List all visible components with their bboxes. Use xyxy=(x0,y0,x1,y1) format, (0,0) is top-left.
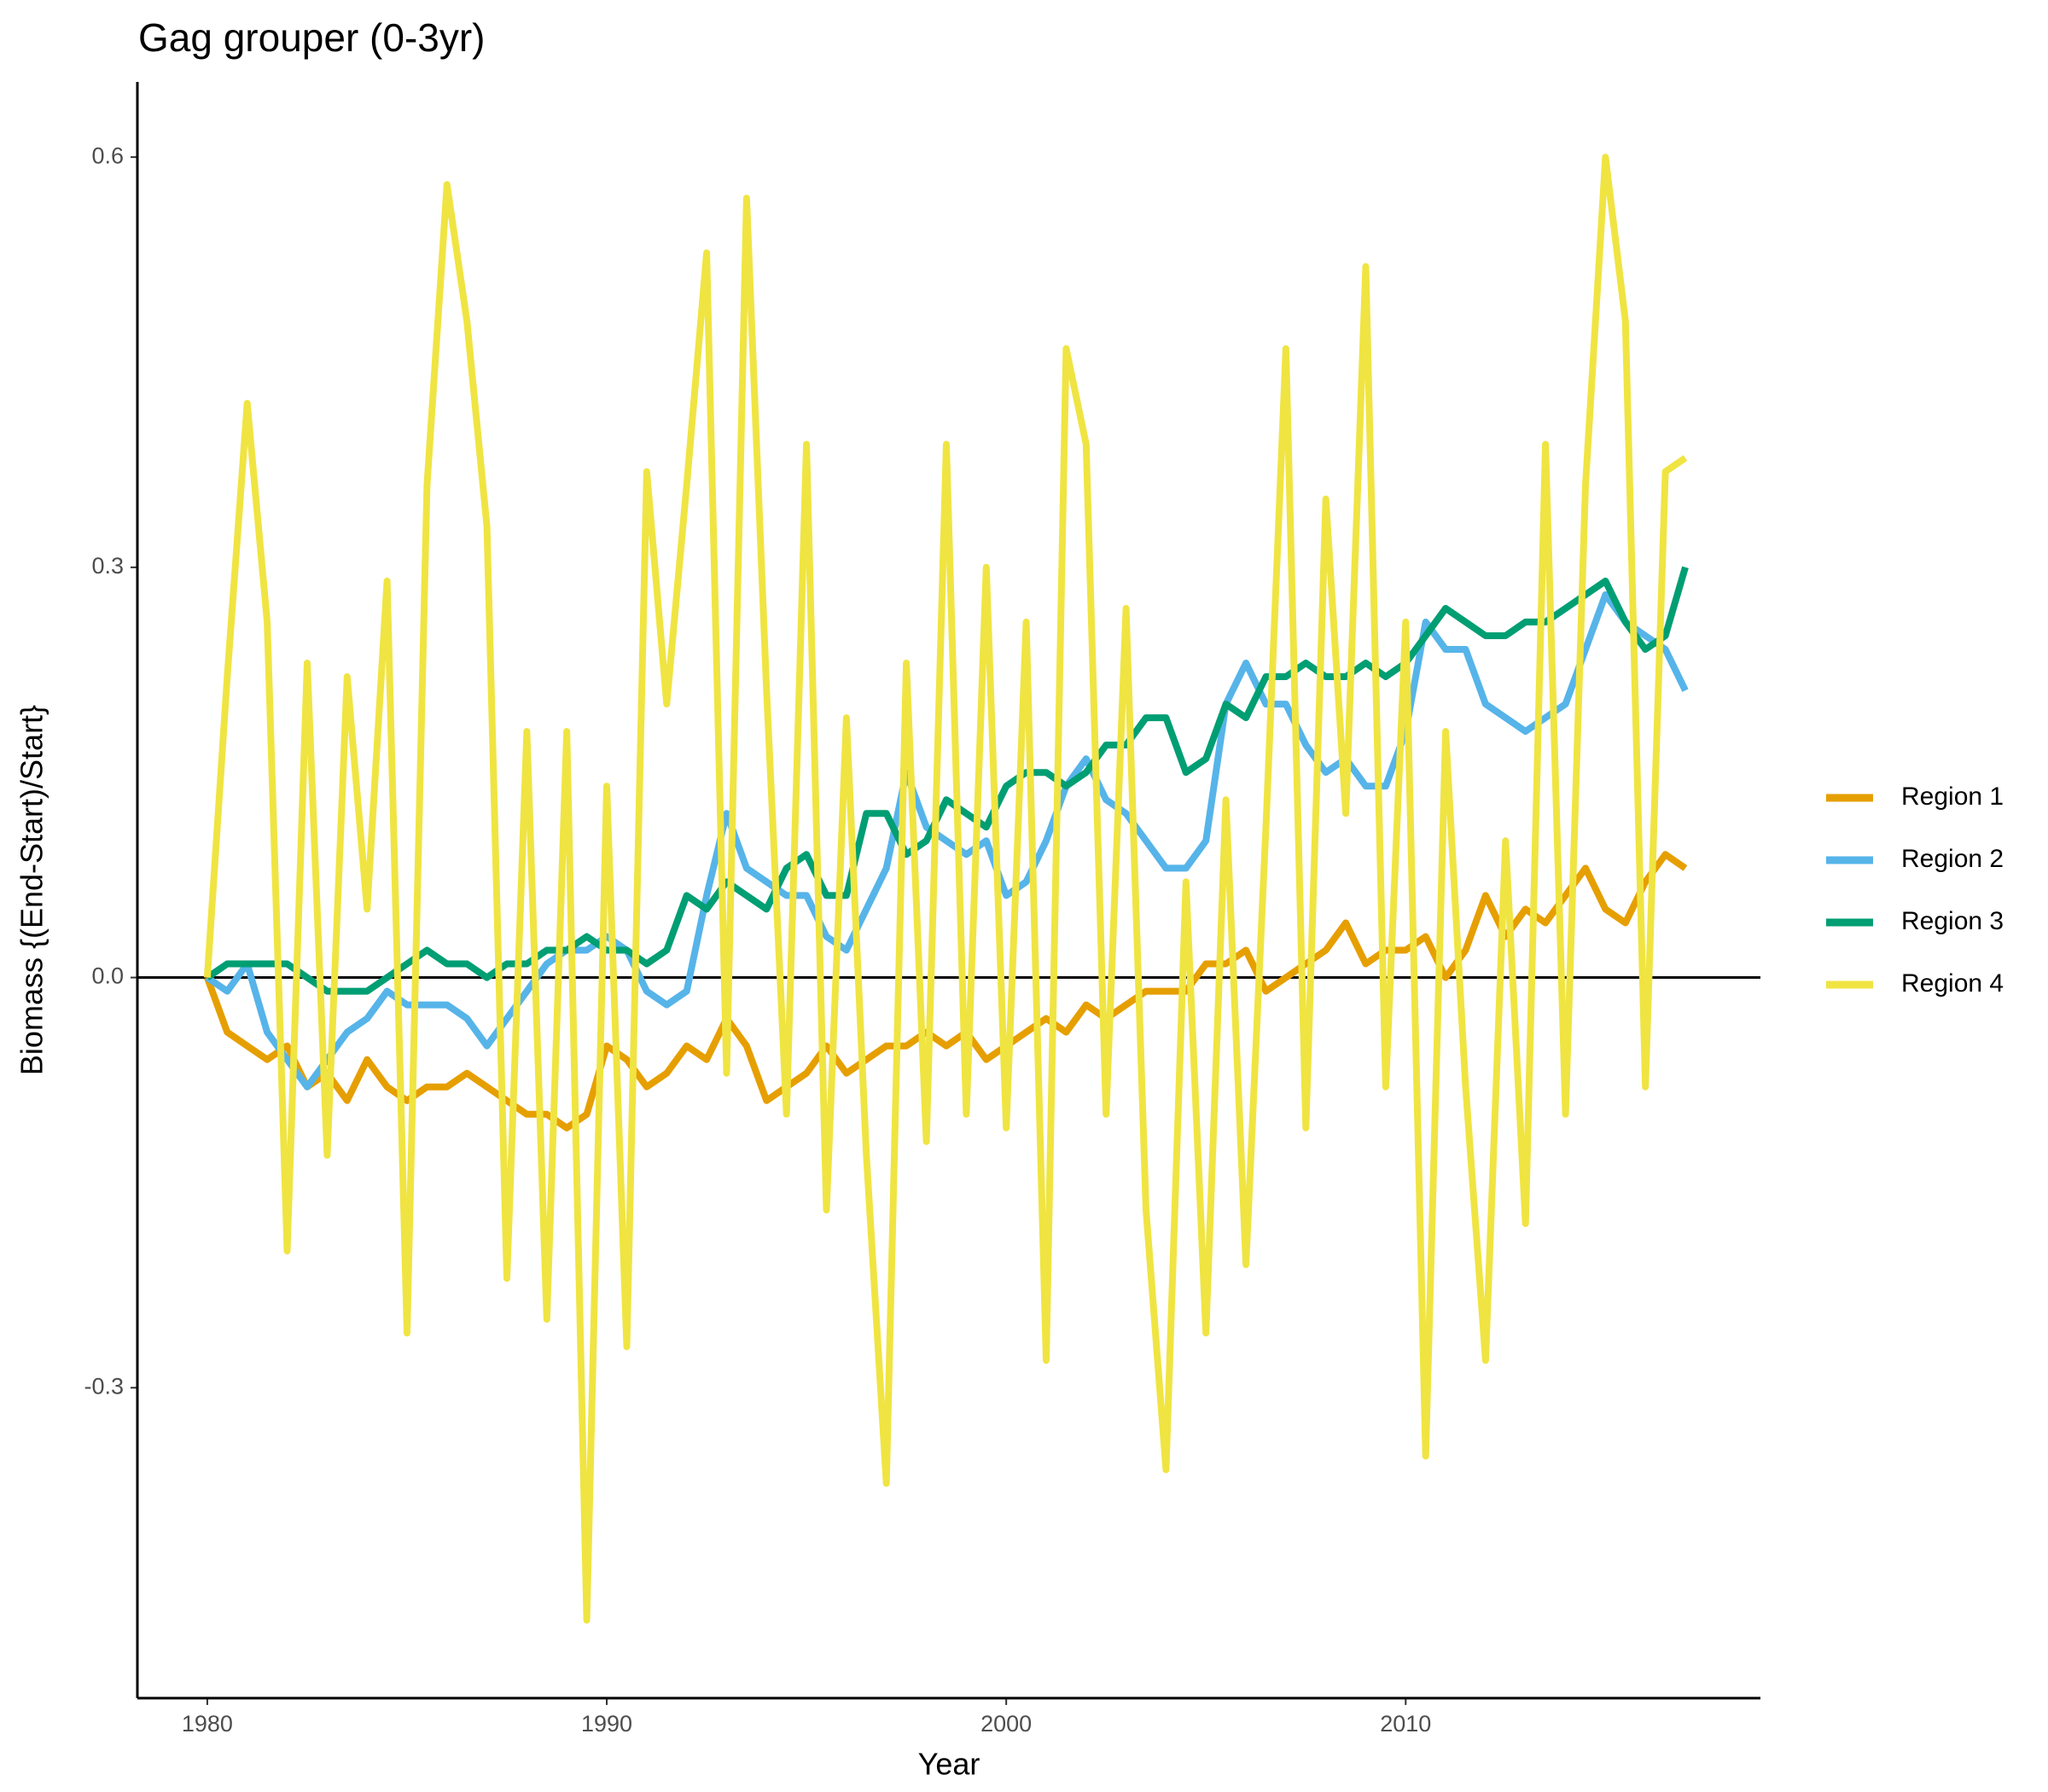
legend-label: Region 4 xyxy=(1901,969,2004,998)
legend-label: Region 1 xyxy=(1901,783,2004,811)
y-axis-title: Biomass {(End-Start)/Start} xyxy=(15,705,49,1075)
x-tick-label: 2010 xyxy=(1380,1711,1431,1737)
series-line xyxy=(205,566,1689,995)
y-tick-label: -0.3 xyxy=(84,1373,124,1399)
y-tick-label: 0.3 xyxy=(91,553,124,579)
legend-label: Region 3 xyxy=(1901,907,2004,935)
y-tick-label: 0.0 xyxy=(91,963,124,989)
x-tick-label: 2000 xyxy=(980,1711,1032,1737)
series-line xyxy=(203,154,1688,1624)
y-tick-label: 0.6 xyxy=(91,143,124,168)
x-tick-label: 1990 xyxy=(581,1711,632,1737)
legend-label: Region 2 xyxy=(1901,845,2004,873)
x-tick-label: 1980 xyxy=(182,1711,233,1737)
series-line xyxy=(205,591,1689,1091)
x-axis-title: Year xyxy=(918,1747,980,1782)
chart-title: Gag grouper (0-3yr) xyxy=(138,15,486,60)
